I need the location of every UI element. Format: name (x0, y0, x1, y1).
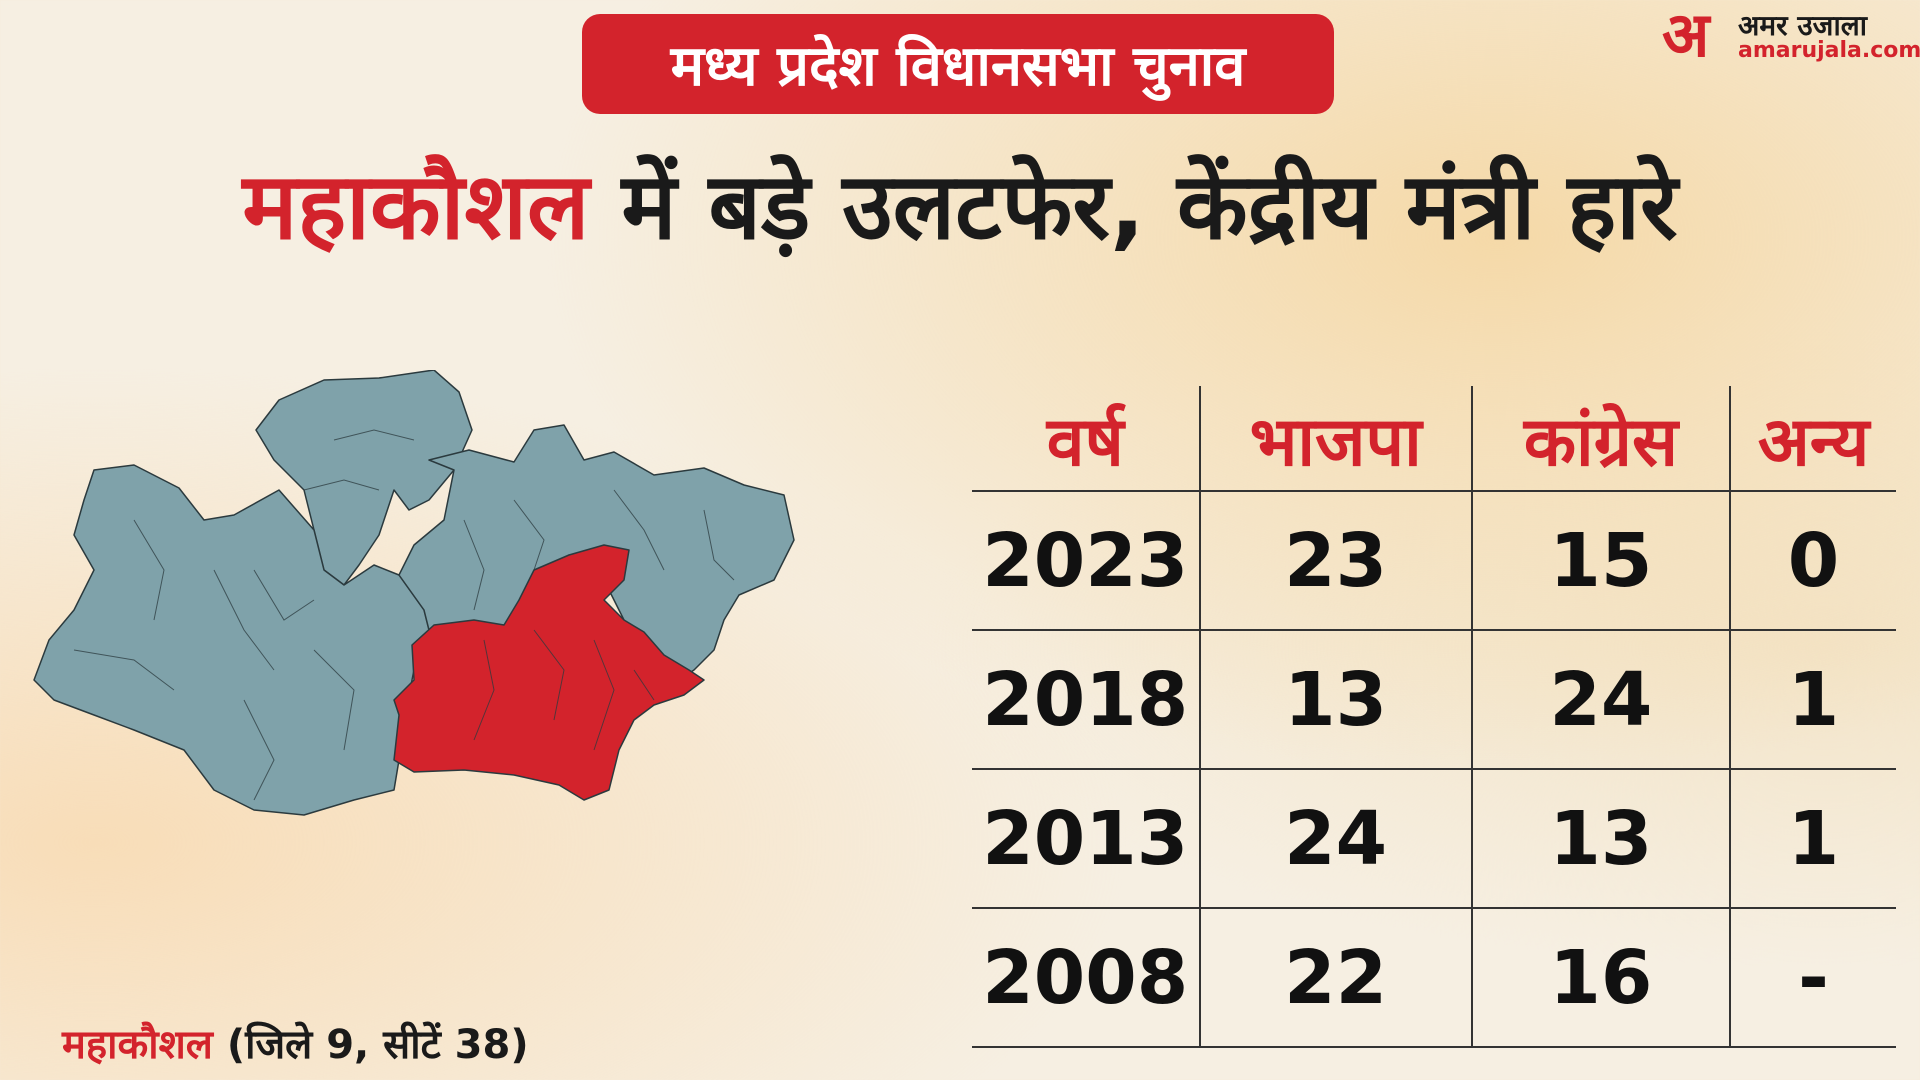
headline-text: में बड़े उलटफेर, केंद्रीय मंत्री हारे (589, 153, 1678, 260)
map-mahakaushal-region (393, 544, 705, 801)
table-row: 2013 24 13 1 (972, 770, 1896, 909)
election-banner: मध्य प्रदेश विधानसभा चुनाव (582, 14, 1334, 114)
table-row: 2018 13 24 1 (972, 631, 1896, 770)
table-row: 2008 22 16 - (972, 909, 1896, 1048)
bjp-seats-cell: 22 (1198, 909, 1471, 1046)
logo-mark: अ (1662, 0, 1710, 71)
headline: महाकौशल में बड़े उलटफेर, केंद्रीय मंत्री… (0, 140, 1920, 265)
logo-domain: amarujala.com (1738, 38, 1920, 63)
madhya-pradesh-map (33, 370, 795, 816)
table-row: 2023 23 15 0 (972, 492, 1896, 631)
congress-seats-cell: 16 (1470, 909, 1729, 1046)
map-west-region (33, 464, 430, 816)
results-table: वर्ष भाजपा कांग्रेस अन्य 2023 23 15 0 20… (972, 386, 1896, 1048)
header-congress: कांग्रेस (1470, 386, 1729, 490)
year-cell: 2013 (982, 795, 1189, 882)
year-cell: 2023 (982, 517, 1189, 604)
others-seats-cell: 1 (1729, 770, 1896, 907)
header-bjp: भाजपा (1198, 386, 1471, 490)
year-cell: 2008 (982, 934, 1189, 1021)
map-caption: महाकौशल (जिले 9, सीटें 38) (62, 1015, 529, 1070)
district-borders (73, 429, 735, 801)
year-cell: 2018 (982, 656, 1189, 743)
others-seats-cell: 0 (1729, 492, 1896, 629)
header-others: अन्य (1729, 386, 1896, 490)
congress-seats-cell: 13 (1470, 770, 1729, 907)
congress-seats-cell: 15 (1470, 492, 1729, 629)
headline-region: महाकौशल (242, 153, 590, 260)
bjp-seats-cell: 13 (1198, 631, 1471, 768)
congress-seats-cell: 24 (1470, 631, 1729, 768)
amar-ujala-logo: अ अमर उजाला amarujala.com (1662, 0, 1920, 71)
bjp-seats-cell: 24 (1198, 770, 1471, 907)
header-year: वर्ष (1046, 402, 1124, 482)
caption-region: महाकौशल (62, 1022, 213, 1068)
others-seats-cell: 1 (1729, 631, 1896, 768)
bjp-seats-cell: 23 (1198, 492, 1471, 629)
table-header-row: वर्ष भाजपा कांग्रेस अन्य (972, 386, 1896, 492)
logo-wordmark: अमर उजाला (1738, 9, 1867, 42)
caption-details: (जिले 9, सीटें 38) (212, 1022, 529, 1068)
others-seats-cell: - (1729, 909, 1896, 1046)
